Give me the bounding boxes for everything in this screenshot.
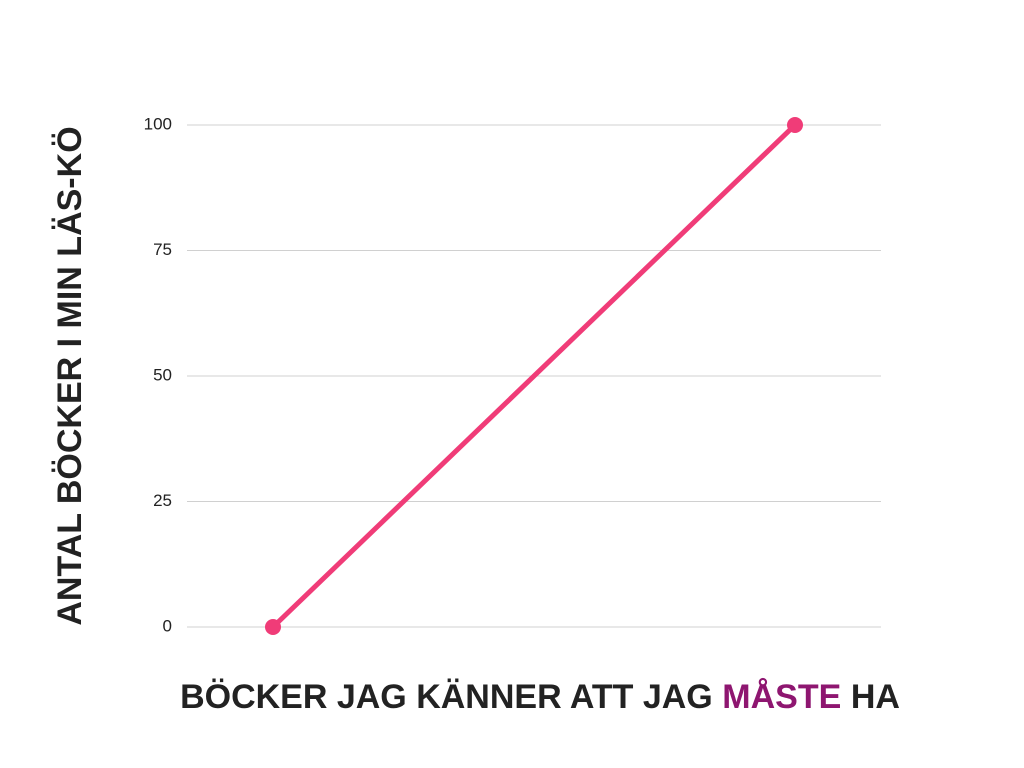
y-tick-label: 75 xyxy=(153,240,172,259)
y-tick-label: 0 xyxy=(163,616,172,635)
point xyxy=(787,117,803,133)
y-tick-label: 100 xyxy=(144,114,172,133)
x-axis-label-part: BÖCKER JAG KÄNNER ATT JAG xyxy=(180,678,713,716)
y-tick-label: 50 xyxy=(153,365,172,384)
y-tick-label: 25 xyxy=(153,491,172,510)
line xyxy=(271,123,797,629)
x-axis-label-part: HA xyxy=(851,678,900,716)
x-axis-label: BÖCKER JAG KÄNNER ATT JAG MÅSTE HA xyxy=(180,678,900,716)
y-axis-label: ANTAL BÖCKER I MIN LÄS-KÖ xyxy=(51,126,89,625)
x-axis-label-highlight: MÅSTE xyxy=(722,678,841,716)
point xyxy=(265,619,281,635)
